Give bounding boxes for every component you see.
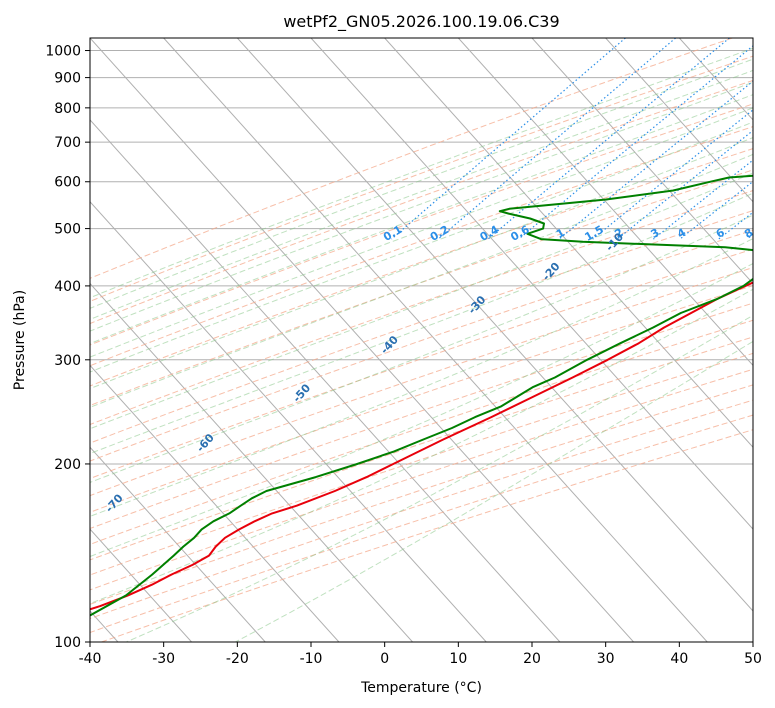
dewpoint-line	[90, 174, 753, 617]
x-tick-label: 30	[597, 651, 615, 667]
moist-adiabat	[90, 47, 753, 299]
isotherm-gridline	[163, 38, 708, 642]
y-tick-label: 400	[54, 279, 81, 295]
x-tick-label: -40	[79, 651, 102, 667]
isotherm-gridline	[605, 38, 753, 203]
dry-adiabat	[90, 319, 753, 545]
x-tick-label: 40	[670, 651, 688, 667]
moist-adiabat	[90, 288, 753, 605]
dry-adiabat	[90, 229, 753, 462]
y-axis-title: Pressure (hPa)	[12, 290, 28, 390]
y-tick-label: 700	[54, 135, 81, 151]
isotherm-gridline	[90, 38, 634, 642]
moist-adiabat	[90, 69, 753, 320]
temperature-line	[90, 281, 753, 611]
dry-adiabat	[90, 285, 753, 513]
mixing-ratio-lines	[391, 38, 753, 240]
x-axis-title: Temperature (°C)	[360, 680, 482, 696]
isotherm-gridline	[457, 38, 753, 367]
moist-adiabat	[90, 81, 753, 332]
y-tick-label: 500	[54, 222, 81, 238]
moist-adiabat	[126, 314, 753, 642]
mixing-ratio-line	[487, 38, 730, 240]
x-tick-label: -20	[226, 651, 249, 667]
moist-adiabat	[90, 172, 753, 430]
y-tick-label: 900	[54, 71, 81, 87]
isotherm-gridline	[90, 119, 561, 642]
moist-adiabat	[90, 58, 753, 309]
mixing-ratio-line	[518, 45, 753, 240]
chart-title: wetPf2_GN05.2026.100.19.06.C39	[283, 12, 559, 32]
mixing-ratio-label: 8	[742, 226, 755, 241]
dry-adiabat	[90, 38, 733, 279]
isotherm-gridline	[531, 38, 753, 285]
mixing-ratio-line	[391, 38, 626, 240]
dry-adiabat	[90, 190, 753, 426]
y-tick-label: 800	[54, 101, 81, 117]
dry-adiabat	[90, 55, 753, 302]
moist-adiabat	[90, 137, 753, 390]
x-tick-label: -10	[300, 651, 323, 667]
moist-adiabat	[90, 192, 753, 455]
x-tick-label: 10	[449, 651, 467, 667]
dry-adiabat	[90, 126, 753, 367]
isotherm-gridline	[90, 364, 340, 642]
dry-adiabat	[90, 169, 753, 407]
isotherm-gridline	[384, 38, 753, 449]
plot-area: 0.10.20.40.611.52346810131620253036-100-…	[90, 38, 755, 642]
axes: -40 -30 -20 -10 0 10 20 30 40 50 1000 900 800 700 600 5…	[45, 44, 762, 667]
isotherm-gridline	[236, 38, 753, 612]
x-tick-label: 0	[380, 651, 389, 667]
mixing-ratio-line	[558, 80, 753, 240]
dry-adiabat	[90, 336, 753, 561]
dry-adiabat	[90, 248, 753, 480]
x-tick-label: 50	[744, 651, 762, 667]
mixing-ratio-line	[437, 38, 676, 240]
x-tick-label: -30	[152, 651, 175, 667]
moist-adiabat	[90, 262, 753, 558]
isotherm-gridline	[90, 446, 266, 642]
profiles	[90, 174, 753, 617]
y-tick-label: 100	[54, 635, 81, 651]
mixing-ratio-line	[653, 159, 753, 240]
y-tick-label: 300	[54, 353, 81, 369]
x-tick-label: 20	[523, 651, 541, 667]
moist-adiabat	[235, 340, 753, 642]
y-tick-label: 200	[54, 457, 81, 473]
moist-adiabat	[90, 238, 753, 517]
y-tick-label: 1000	[45, 44, 81, 60]
y-tick-label: 600	[54, 175, 81, 191]
isotherm-gridline	[310, 38, 753, 530]
dry-adiabat	[90, 103, 753, 346]
dry-adiabat	[90, 148, 753, 387]
isotherm-gridline	[90, 282, 413, 642]
dry-adiabat	[90, 384, 753, 605]
plot-frame	[89, 37, 754, 643]
isotherm-gridline	[90, 528, 192, 642]
